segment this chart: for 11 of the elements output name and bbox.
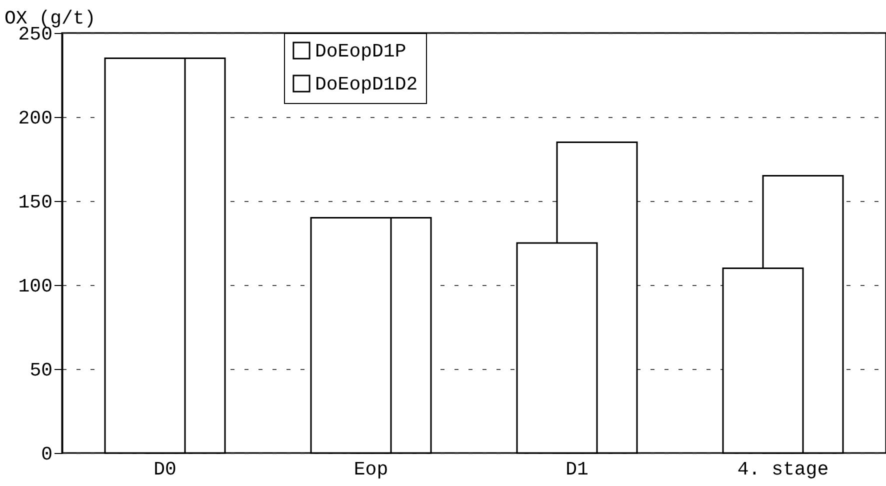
x-tick-label: D1: [566, 458, 588, 480]
x-tick-label: 4. stage: [737, 458, 829, 480]
x-tick-label: Eop: [354, 458, 388, 480]
legend-label: DoEopD1D2: [315, 74, 418, 96]
y-tick-label: 0: [41, 444, 52, 466]
y-tick-label: 200: [18, 108, 52, 130]
y-tick-label: 150: [18, 192, 52, 214]
y-tick-label: 100: [18, 276, 52, 298]
y-tick-label: 50: [30, 360, 52, 382]
legend-label: DoEopD1P: [315, 40, 406, 62]
x-tick-label: D0: [154, 458, 176, 480]
